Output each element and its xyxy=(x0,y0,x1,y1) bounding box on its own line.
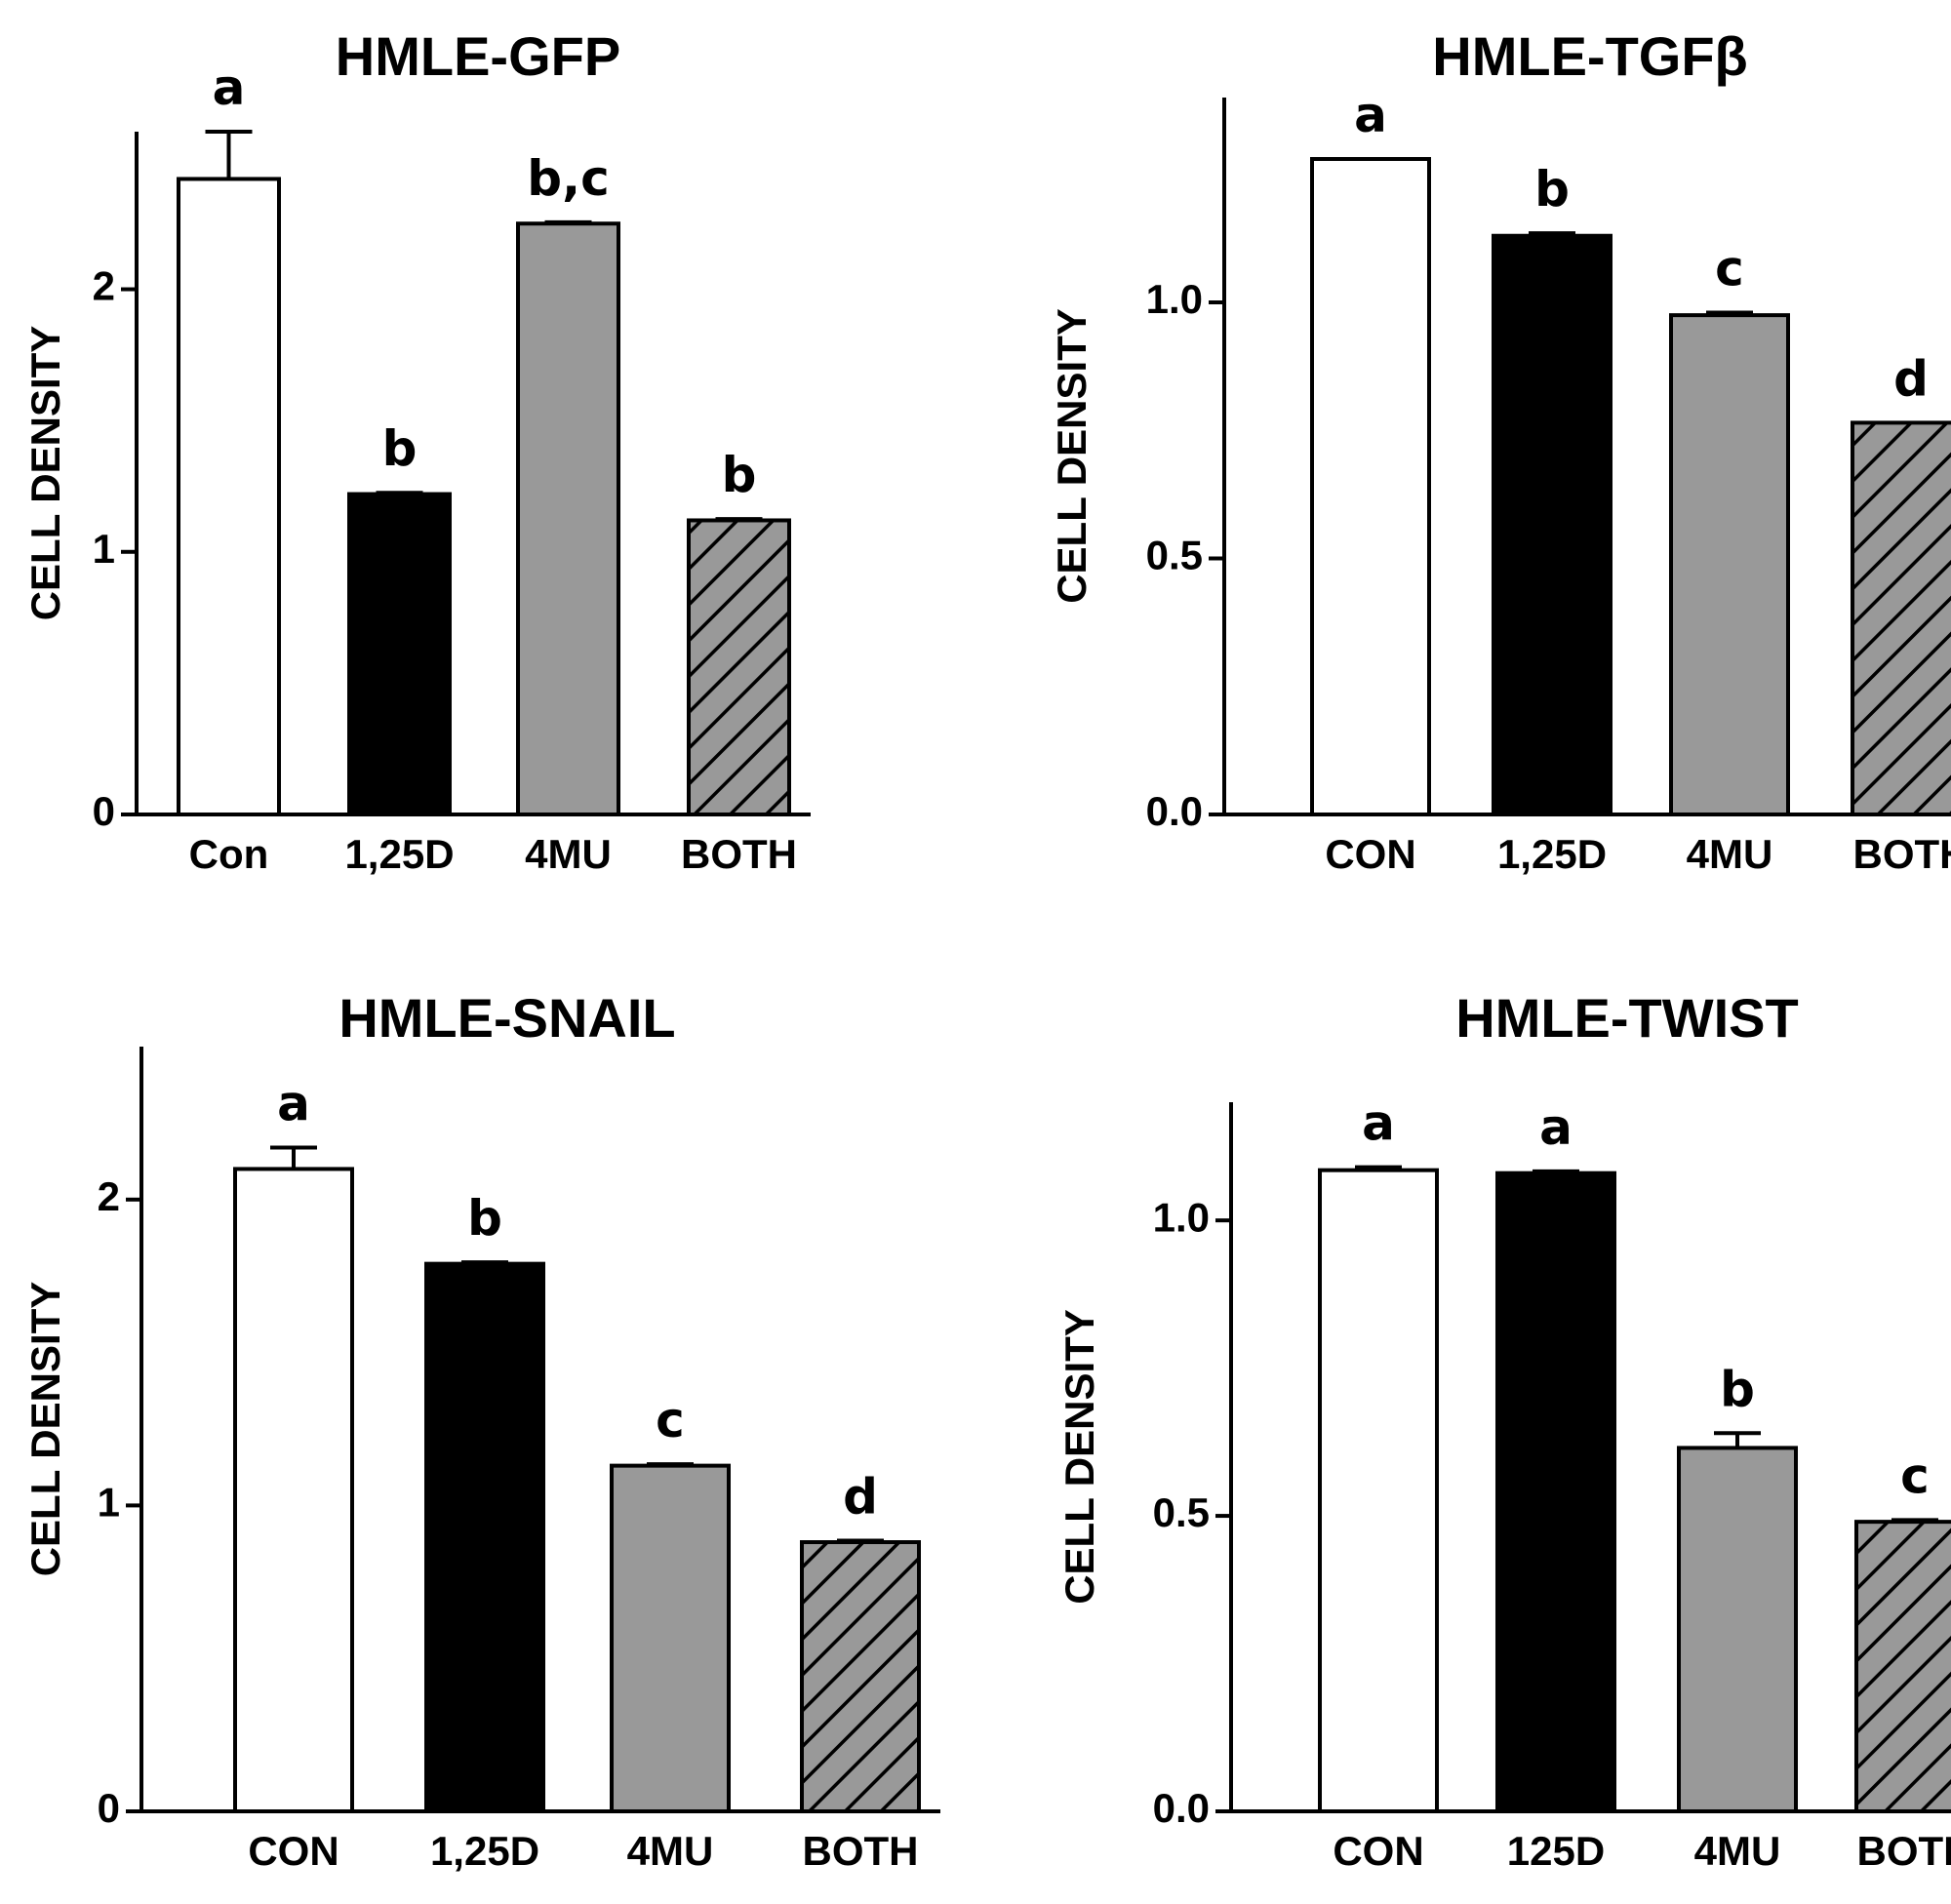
x-tick-label: CON xyxy=(1333,1828,1423,1874)
bar-con xyxy=(1310,157,1431,816)
chart-panel-2: HMLE-TGFβ CELL DENSITY 0.0 0.5 1.0 a CON b 1,25D… xyxy=(1049,25,1951,877)
x-tick-label: 1,25D xyxy=(430,1828,539,1874)
y-tick-label: 0 xyxy=(93,788,115,834)
y-tick-label: 2 xyxy=(93,263,115,309)
y-tick-label: 1.0 xyxy=(1153,1194,1210,1240)
significance-label: d xyxy=(843,1468,878,1525)
significance-label: c xyxy=(1715,241,1744,298)
y-tick-label: 0.5 xyxy=(1153,1489,1210,1535)
significance-label: a xyxy=(1539,1099,1573,1156)
bar-4mu xyxy=(1677,1446,1798,1813)
y-axis-label: CELL DENSITY xyxy=(22,326,68,621)
bar-125d xyxy=(1495,1170,1616,1813)
significance-label: a xyxy=(1354,87,1387,143)
y-tick-label: 0 xyxy=(98,1785,120,1831)
bar-both xyxy=(1854,1520,1951,1814)
x-tick-label: 1,25D xyxy=(344,831,454,877)
x-tick-label: 4MU xyxy=(1694,1828,1781,1874)
y-tick-label: 0.0 xyxy=(1153,1785,1210,1831)
bar-4mu xyxy=(1669,313,1790,816)
x-tick-label: BOTH xyxy=(1857,1828,1951,1874)
y-tick-label: 0.0 xyxy=(1146,788,1203,834)
x-tick-label: 4MU xyxy=(1687,831,1773,877)
significance-label: c xyxy=(1900,1448,1930,1504)
y-axis-label: CELL DENSITY xyxy=(22,1282,68,1577)
x-tick-label: BOTH xyxy=(681,831,797,877)
bar-both xyxy=(800,1540,921,1813)
significance-label: b,c xyxy=(527,150,609,207)
chart-panel-3: HMLE-SNAIL CELL DENSITY 0 1 2 a CON b 1,25D c 4MU d… xyxy=(22,987,940,1874)
chart-title: HMLE-TWIST xyxy=(1455,987,1798,1049)
bar-con xyxy=(233,1167,354,1813)
significance-label: a xyxy=(277,1075,310,1131)
bar-both xyxy=(1851,420,1951,816)
significance-label: a xyxy=(213,60,246,116)
bar-1-25d xyxy=(424,1261,545,1813)
significance-label: a xyxy=(1362,1095,1395,1152)
x-tick-label: Con xyxy=(189,831,269,877)
x-tick-label: 1,25D xyxy=(1497,831,1607,877)
bar-4mu xyxy=(610,1463,731,1813)
x-tick-label: BOTH xyxy=(803,1828,919,1874)
x-tick-label: CON xyxy=(248,1828,338,1874)
x-tick-label: BOTH xyxy=(1853,831,1951,877)
bar-con xyxy=(1318,1168,1439,1813)
bar-both xyxy=(687,518,791,816)
y-axis-label: CELL DENSITY xyxy=(1049,308,1095,604)
bar-1-25d xyxy=(1492,233,1613,816)
x-tick-label: 4MU xyxy=(627,1828,714,1874)
significance-label: b xyxy=(467,1190,502,1247)
y-tick-label: 0.5 xyxy=(1146,533,1203,578)
significance-label: b xyxy=(382,420,418,477)
chart-title: HMLE-TGFβ xyxy=(1432,25,1747,87)
chart-title: HMLE-SNAIL xyxy=(338,987,675,1049)
significance-label: b xyxy=(1720,1361,1755,1417)
x-tick-label: CON xyxy=(1325,831,1415,877)
chart-panel-1: HMLE-GFP CELL DENSITY 0 1 2 a Con b 1,25D b,c 4MU b… xyxy=(22,25,811,877)
chart-title: HMLE-GFP xyxy=(336,25,620,87)
bar-con xyxy=(177,177,281,816)
y-tick-label: 1.0 xyxy=(1146,276,1203,322)
x-tick-label: 4MU xyxy=(525,831,612,877)
y-tick-label: 1 xyxy=(93,526,115,572)
y-tick-label: 2 xyxy=(98,1173,120,1219)
significance-label: b xyxy=(1534,161,1570,218)
bar-4mu xyxy=(516,221,620,816)
y-axis-label: CELL DENSITY xyxy=(1056,1309,1102,1605)
y-tick-label: 1 xyxy=(98,1479,120,1525)
significance-label: b xyxy=(722,447,757,503)
chart-panel-4: HMLE-TWIST CELL DENSITY 0.0 0.5 1.0 a CON a 125D… xyxy=(1056,987,1951,1874)
x-tick-label: 125D xyxy=(1507,1828,1605,1874)
bar-1-25d xyxy=(347,492,452,816)
significance-label: c xyxy=(656,1392,685,1448)
significance-label: d xyxy=(1893,350,1929,407)
